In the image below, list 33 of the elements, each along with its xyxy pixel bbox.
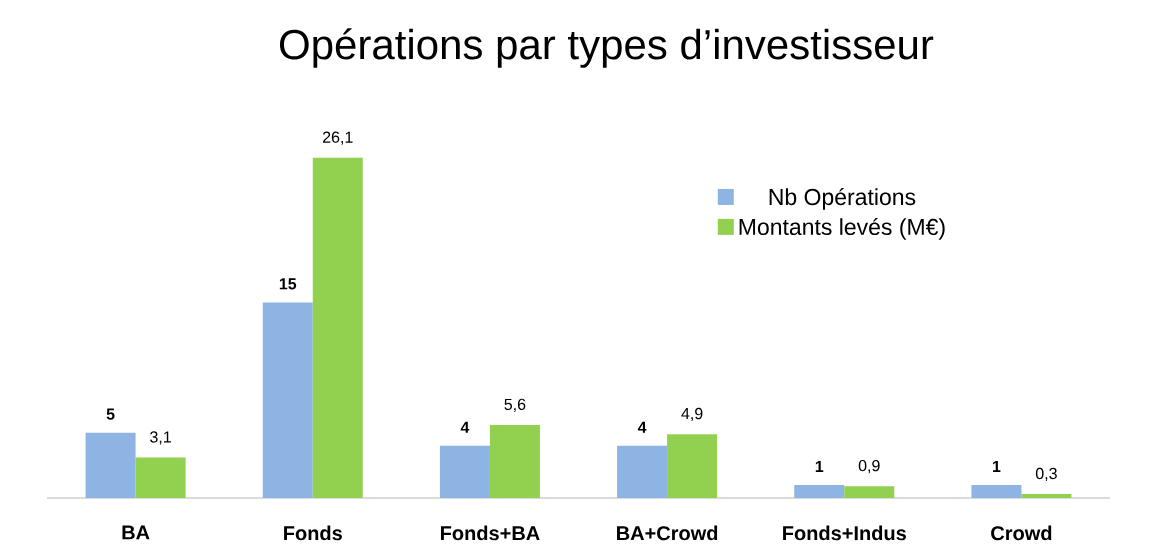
bar [844,486,895,498]
x-tick-label: Crowd [991,525,1052,541]
bar [262,302,313,498]
x-tick-label: Fonds [284,525,342,541]
chart-title: Opérations par types d’investisseur [279,28,934,68]
x-tick-label: BA+Crowd [617,525,718,541]
data-label: 0,9 [858,459,880,474]
bar [489,425,540,498]
data-label: 4,9 [681,407,703,422]
legend-label: Montants levés (M€) [739,217,945,240]
x-tick-label: BA [122,525,150,540]
x-tick-label: Fonds+Indus [783,525,906,541]
bar [85,432,136,498]
data-label: 1 [815,460,824,472]
data-label: 26,1 [323,131,353,145]
data-label: 4 [460,421,470,433]
bar [617,445,668,498]
bar [971,484,1022,498]
data-label: 15 [279,278,297,290]
bar [667,434,718,498]
bar [794,484,845,498]
data-label: 3,1 [150,431,171,445]
data-label: 4 [637,421,647,433]
bar [439,445,490,498]
data-label: 5 [106,408,115,420]
bar [135,457,186,498]
data-label: 0,3 [1035,467,1057,482]
x-tick-label: Fonds+BA [440,525,540,541]
data-label: 1 [992,460,1001,472]
data-label: 5,6 [504,398,526,412]
legend-label: Nb Opérations [769,187,916,210]
bar [312,157,363,498]
bar [1021,494,1072,498]
